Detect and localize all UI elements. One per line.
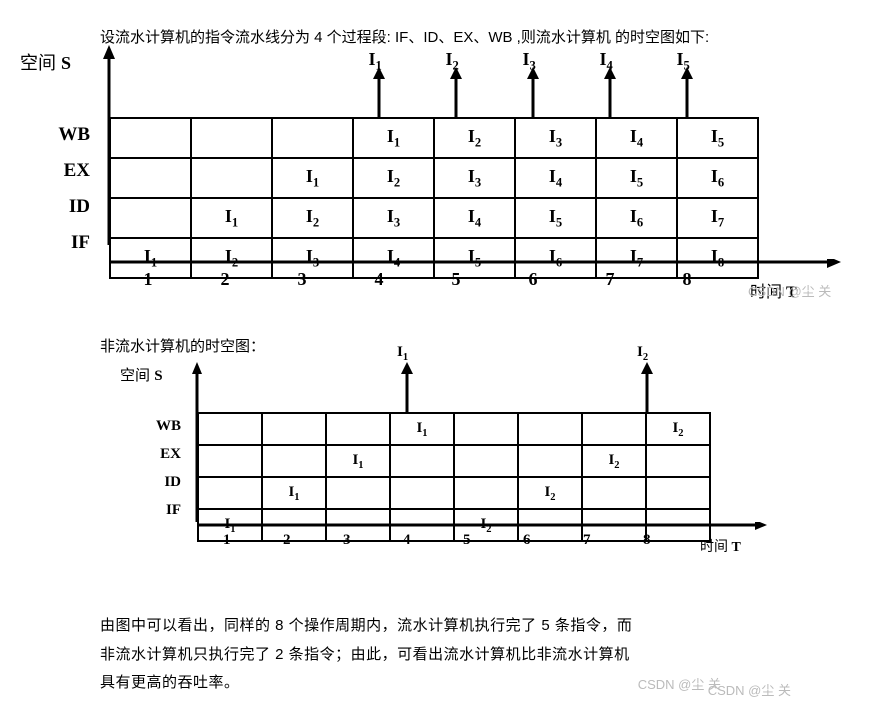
grid-cell xyxy=(518,413,582,445)
stage-label: IF xyxy=(30,225,90,261)
grid-cell: I2 xyxy=(582,445,646,477)
grid-cell xyxy=(110,118,191,158)
grid-cell xyxy=(454,413,518,445)
grid-cell: I1 xyxy=(272,158,353,198)
stage-label: ID xyxy=(30,189,90,225)
grid-cell xyxy=(582,477,646,509)
x-axis-arrow xyxy=(109,259,849,279)
grid-cell xyxy=(191,158,272,198)
stage-label: IF xyxy=(135,496,181,524)
output-arrow xyxy=(640,362,654,414)
grid-cell: I7 xyxy=(677,198,758,238)
y-axis-label-space: 空间 S xyxy=(20,49,71,75)
grid-cell: I1 xyxy=(353,118,434,158)
grid-cell: I6 xyxy=(596,198,677,238)
grid-cell: I2 xyxy=(353,158,434,198)
grid-cell: I4 xyxy=(596,118,677,158)
grid-cell xyxy=(262,413,326,445)
grid-cell xyxy=(110,158,191,198)
grid-cell: I4 xyxy=(434,198,515,238)
stage-label: ID xyxy=(135,468,181,496)
stage-label: EX xyxy=(30,153,90,189)
grid-cell: I1 xyxy=(191,198,272,238)
stage-label: WB xyxy=(135,412,181,440)
pipeline-grid: I1I2I3I4I5I1I2I3I4I5I6I1I2I3I4I5I6I7I1I2… xyxy=(109,117,759,279)
chart-1-pipeline: 空间 S WBEXIDIF I1I2I3I4I5 I1I2I3I4I5I1I2I… xyxy=(100,49,851,319)
grid-cell: I1 xyxy=(390,413,454,445)
grid-cell xyxy=(390,477,454,509)
grid-cell: I2 xyxy=(434,118,515,158)
stage-label: EX xyxy=(135,440,181,468)
output-arrow xyxy=(680,67,694,119)
intro-line-2: 非流水计算机的时空图： xyxy=(100,335,851,356)
grid-cell xyxy=(326,413,390,445)
grid-cell xyxy=(272,118,353,158)
chart-2-nonpipeline: 空间 S WBEXIDIF I1I2 I1I2I1I2I1I2I1I2 1234… xyxy=(190,364,851,584)
grid-cell: I2 xyxy=(518,477,582,509)
grid-cell xyxy=(198,413,262,445)
grid-cell xyxy=(646,477,710,509)
grid-cell: I5 xyxy=(596,158,677,198)
grid-cell xyxy=(198,445,262,477)
x-axis-label-time: 时间 T xyxy=(700,536,741,556)
output-label: I1 xyxy=(397,344,408,363)
stage-label: WB xyxy=(30,117,90,153)
grid-cell xyxy=(191,118,272,158)
grid-cell xyxy=(518,445,582,477)
grid-cell: I3 xyxy=(515,118,596,158)
output-label: I2 xyxy=(637,344,648,363)
intro-line-1: 设流水计算机的指令流水线分为 4 个过程段: IF、ID、EX、WB ,则流水计… xyxy=(100,26,851,47)
grid-cell xyxy=(582,413,646,445)
grid-cell xyxy=(646,445,710,477)
grid-cell xyxy=(454,445,518,477)
stage-labels: WBEXIDIF xyxy=(135,412,181,524)
grid-cell xyxy=(326,477,390,509)
watermark: CSDN @尘 关 xyxy=(748,281,831,300)
grid-cell xyxy=(198,477,262,509)
grid-cell: I1 xyxy=(326,445,390,477)
grid-cell: I3 xyxy=(434,158,515,198)
grid-cell: I6 xyxy=(677,158,758,198)
output-arrow xyxy=(449,67,463,119)
output-arrow xyxy=(603,67,617,119)
watermark: CSDN @尘 关 xyxy=(708,680,791,699)
output-arrow xyxy=(372,67,386,119)
stage-labels: WBEXIDIF xyxy=(30,117,90,261)
grid-cell: I5 xyxy=(677,118,758,158)
grid-cell: I3 xyxy=(353,198,434,238)
grid-cell xyxy=(110,198,191,238)
output-arrow xyxy=(400,362,414,414)
output-arrow xyxy=(526,67,540,119)
x-axis-arrow xyxy=(197,522,777,540)
grid-cell: I2 xyxy=(272,198,353,238)
grid-cell: I5 xyxy=(515,198,596,238)
grid-cell: I4 xyxy=(515,158,596,198)
grid-cell: I1 xyxy=(262,477,326,509)
grid-cell xyxy=(454,477,518,509)
grid-cell xyxy=(390,445,454,477)
grid-cell: I2 xyxy=(646,413,710,445)
y-axis-label-space: 空间 S xyxy=(120,364,163,385)
grid-cell xyxy=(262,445,326,477)
